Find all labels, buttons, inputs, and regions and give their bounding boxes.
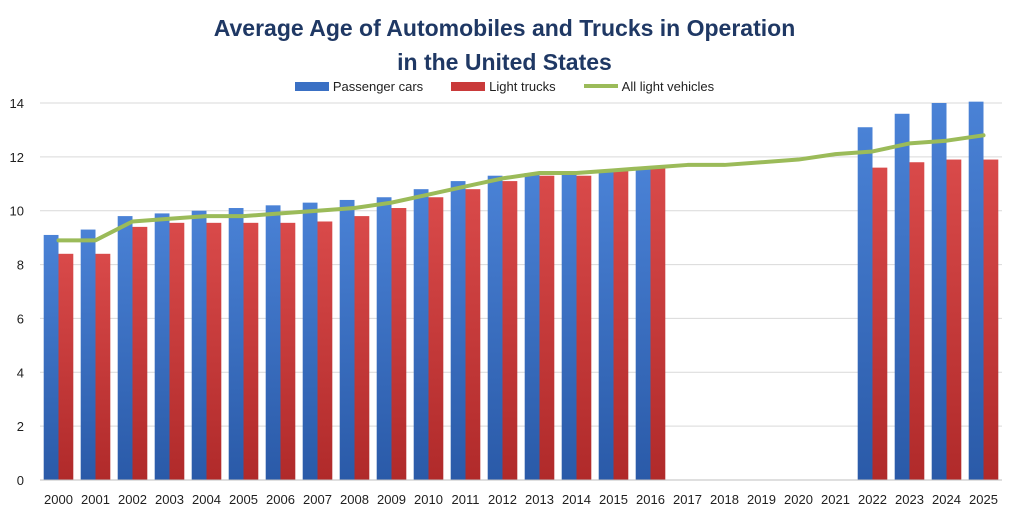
bar-passenger-cars-2007 <box>302 202 318 480</box>
x-tick-label-2018: 2018 <box>710 492 739 507</box>
bar-light-trucks-2010 <box>428 197 444 480</box>
bar-passenger-cars-2001 <box>80 229 96 480</box>
x-tick-label-2006: 2006 <box>266 492 295 507</box>
legend-label-all-light-vehicles: All light vehicles <box>621 78 715 94</box>
bar-light-trucks-2012 <box>502 181 518 481</box>
bar-light-trucks-2000 <box>58 253 74 480</box>
bar-light-trucks-2024 <box>946 159 962 481</box>
bar-passenger-cars-2013 <box>524 173 540 480</box>
x-tick-label-2022: 2022 <box>858 492 887 507</box>
legend-item-light-trucks: Light trucks <box>451 76 556 96</box>
bar-passenger-cars-2025 <box>968 101 984 481</box>
bar-light-trucks-2006 <box>280 222 296 480</box>
bar-light-trucks-2011 <box>465 189 481 480</box>
legend-swatch-all-light-vehicles <box>583 84 618 88</box>
x-tick-label-2012: 2012 <box>488 492 517 507</box>
bar-light-trucks-2016 <box>650 167 666 480</box>
x-tick-label-2019: 2019 <box>747 492 776 507</box>
bar-passenger-cars-2011 <box>450 181 466 481</box>
bar-light-trucks-2014 <box>576 175 592 480</box>
bar-passenger-cars-2024 <box>931 103 947 480</box>
bar-passenger-cars-2010 <box>413 189 429 480</box>
legend-item-all-light-vehicles: All light vehicles <box>583 76 715 96</box>
x-tick-label-2007: 2007 <box>303 492 332 507</box>
bar-passenger-cars-2022 <box>857 127 873 480</box>
x-tick-label-2001: 2001 <box>81 492 110 507</box>
bar-light-trucks-2023 <box>909 162 925 480</box>
y-tick-label-12: 12 <box>10 150 24 165</box>
bar-passenger-cars-2006 <box>265 205 281 481</box>
legend-swatch-passenger-cars <box>294 81 329 91</box>
x-tick-label-2020: 2020 <box>784 492 813 507</box>
bar-light-trucks-2013 <box>539 175 555 480</box>
x-tick-label-2002: 2002 <box>118 492 147 507</box>
x-tick-label-2021: 2021 <box>821 492 850 507</box>
x-tick-label-2011: 2011 <box>452 492 480 507</box>
legend-label-passenger-cars: Passenger cars <box>332 78 424 94</box>
legend-item-passenger-cars: Passenger cars <box>294 76 424 96</box>
bar-light-trucks-2001 <box>95 253 111 480</box>
legend-label-light-trucks: Light trucks <box>489 78 556 94</box>
bar-passenger-cars-2004 <box>191 210 207 480</box>
x-tick-label-2009: 2009 <box>377 492 406 507</box>
bar-passenger-cars-2012 <box>487 175 503 480</box>
x-tick-label-2013: 2013 <box>525 492 554 507</box>
bar-light-trucks-2025 <box>983 159 999 481</box>
bar-passenger-cars-2023 <box>894 113 910 481</box>
bar-passenger-cars-2008 <box>339 199 355 480</box>
bar-light-trucks-2002 <box>132 226 148 480</box>
x-tick-label-2005: 2005 <box>229 492 258 507</box>
bar-passenger-cars-2016 <box>635 167 651 480</box>
bar-passenger-cars-2014 <box>561 173 577 480</box>
x-tick-label-2008: 2008 <box>340 492 369 507</box>
y-tick-label-8: 8 <box>17 258 24 273</box>
bar-light-trucks-2003 <box>169 222 185 480</box>
bar-passenger-cars-2003 <box>154 213 170 480</box>
bar-light-trucks-2008 <box>354 216 370 480</box>
bar-passenger-cars-2000 <box>43 234 59 480</box>
y-tick-label-14: 14 <box>10 96 24 111</box>
chart-title-line-1: Average Age of Automobiles and Trucks in… <box>213 15 796 41</box>
x-tick-label-2000: 2000 <box>44 492 73 507</box>
x-tick-label-2025: 2025 <box>969 492 998 507</box>
chart-legend: Passenger cars Light trucks All light ve… <box>0 76 1009 96</box>
x-tick-label-2004: 2004 <box>192 492 221 507</box>
x-tick-label-2016: 2016 <box>636 492 665 507</box>
legend-swatch-light-trucks <box>451 81 486 91</box>
bar-light-trucks-2009 <box>391 208 407 480</box>
bar-passenger-cars-2015 <box>598 170 614 481</box>
line-all-light-vehicles <box>56 133 986 243</box>
bar-passenger-cars-2005 <box>228 208 244 480</box>
x-tick-label-2024: 2024 <box>932 492 961 507</box>
y-tick-label-4: 4 <box>17 365 24 380</box>
y-tick-label-10: 10 <box>10 204 24 219</box>
y-tick-label-0: 0 <box>17 473 24 488</box>
bar-light-trucks-2005 <box>243 222 259 480</box>
bar-passenger-cars-2009 <box>376 197 392 480</box>
bar-light-trucks-2022 <box>872 167 888 480</box>
bar-passenger-cars-2002 <box>117 216 133 480</box>
x-tick-label-2010: 2010 <box>414 492 443 507</box>
x-tick-label-2014: 2014 <box>562 492 591 507</box>
line-series <box>56 133 986 243</box>
bar-light-trucks-2007 <box>317 221 333 480</box>
x-tick-label-2023: 2023 <box>895 492 924 507</box>
bars <box>43 101 999 481</box>
bar-light-trucks-2015 <box>613 170 629 481</box>
y-tick-label-2: 2 <box>17 419 24 434</box>
x-tick-label-2017: 2017 <box>673 492 702 507</box>
y-tick-label-6: 6 <box>17 311 24 326</box>
x-tick-label-2003: 2003 <box>155 492 184 507</box>
axes: 0 2 4 6 8 10 12 14 2000 2001 2002 2003 2004 2005 2006 2… <box>10 96 1002 507</box>
x-tick-label-2015: 2015 <box>599 492 628 507</box>
bar-light-trucks-2004 <box>206 222 222 480</box>
chart-title-line-2: in the United States <box>397 49 612 75</box>
